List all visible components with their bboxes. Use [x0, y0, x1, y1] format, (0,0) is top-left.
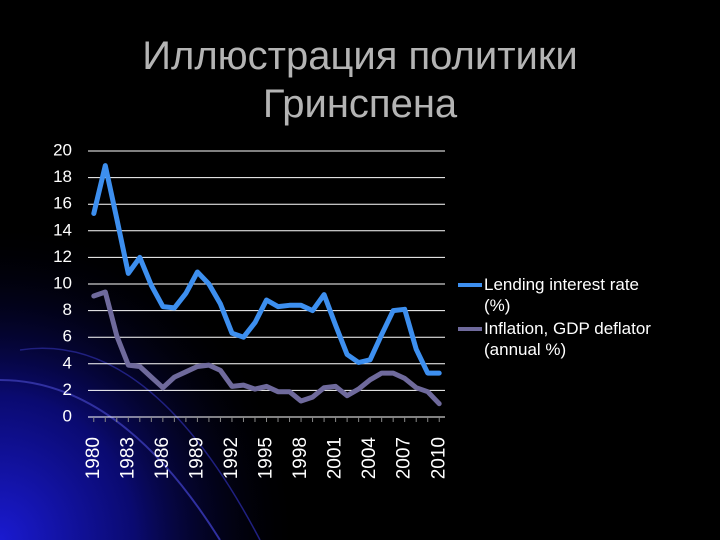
x-tick-label: 1986	[152, 437, 173, 479]
y-tick-label: 14	[53, 220, 72, 239]
background-swoosh	[0, 379, 221, 540]
y-tick-label: 4	[63, 353, 72, 372]
x-tick-label: 1983	[117, 437, 138, 479]
x-tick-label: 1989	[186, 437, 207, 479]
line-series	[91, 289, 442, 407]
line-series	[91, 163, 442, 376]
legend: Lending interest rate (%) Inflation, GDP …	[458, 274, 668, 362]
y-tick-label: 16	[53, 194, 72, 213]
x-tick-label: 2007	[394, 437, 415, 479]
legend-label: Inflation, GDP deflator (annual %)	[484, 319, 651, 359]
x-tick-label: 2004	[359, 437, 380, 480]
x-tick-label: 1998	[290, 437, 311, 479]
legend-swatch	[458, 327, 482, 331]
y-tick-label: 20	[53, 140, 72, 159]
legend-entry: Inflation, GDP deflator (annual %)	[458, 318, 668, 360]
x-tick-label: 1980	[83, 437, 104, 479]
y-tick-label: 12	[53, 247, 72, 266]
background-glow	[0, 220, 300, 540]
y-tick-label: 2	[63, 380, 72, 399]
legend-label: Lending interest rate (%)	[484, 275, 639, 315]
y-tick-label: 6	[63, 327, 72, 346]
y-tick-label: 18	[53, 167, 72, 186]
legend-entry: Lending interest rate (%)	[458, 274, 668, 316]
legend-swatch	[458, 283, 482, 287]
x-tick-label: 2010	[428, 437, 449, 479]
y-tick-label: 8	[63, 300, 72, 319]
y-tick-label: 10	[53, 273, 72, 292]
x-tick-label: 1992	[221, 437, 242, 479]
x-tick-label: 2001	[325, 437, 346, 479]
y-tick-label: 0	[63, 406, 72, 425]
background-swoosh	[19, 347, 261, 540]
x-tick-label: 1995	[256, 437, 277, 479]
slide-title: Иллюстрация политики Гринспена	[142, 34, 578, 126]
